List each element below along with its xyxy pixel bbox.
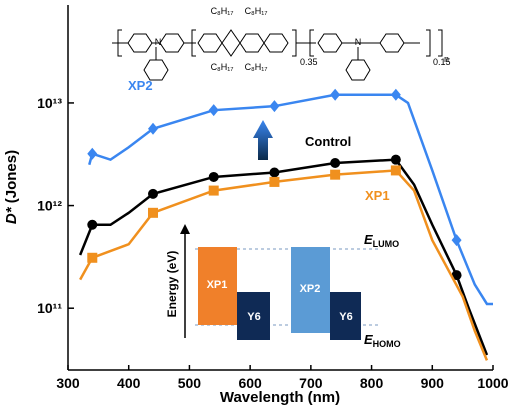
marker [390,88,401,101]
box-label: XP1 [207,279,228,291]
y-tick-label: 10¹² [37,198,62,214]
series-line [79,169,489,361]
side-chain: C₈H₁₇ [211,6,234,16]
lumo-sub: LUMO [373,239,400,249]
marker [208,171,219,182]
marker [148,188,158,199]
x-tick-label: 500 [178,375,202,391]
homo-sub: HOMO [373,339,401,349]
marker [148,207,158,218]
series-line [78,158,489,356]
marker [390,154,401,165]
box-label: Y6 [339,311,352,323]
x-tick-label: 600 [238,375,262,391]
fraction: 0.35 [300,57,318,67]
homo-e: E [364,332,373,347]
marker [208,185,219,196]
homo-label: EHOMO [364,332,401,349]
marker [451,234,462,247]
marker [330,157,341,168]
x-tick-label: 800 [360,375,384,391]
inset-axis-label: Energy (eV) [165,251,179,318]
x-tick-label: 1000 [477,375,508,391]
side-chain: C₈H₁₇ [211,62,234,72]
marker [269,176,280,187]
x-tick-label: 900 [421,375,445,391]
energy-inset [180,224,378,340]
x-tick-label: 700 [299,375,323,391]
x-tick-label: 400 [117,375,141,391]
box-label: XP2 [300,283,321,295]
repeat-unit: n [444,54,449,64]
marker [87,219,98,230]
lumo-e: E [364,232,373,247]
marker [87,147,98,160]
y-axis-symbol: D* [3,206,20,224]
fraction: 0.15 [433,57,451,67]
series-label: Control [305,134,351,149]
marker [330,88,341,101]
marker [330,169,341,180]
marker [269,167,280,178]
n-atom: N [155,37,162,47]
marker [87,252,98,263]
y-axis-title: D* (Jones) [3,150,20,224]
lumo-label: ELUMO [364,232,399,249]
improvement-arrow [253,120,273,160]
series-label: XP1 [365,188,390,203]
axes [67,5,494,371]
y-tick-label: 10¹¹ [37,300,62,316]
series-label: XP2 [128,78,153,93]
marker [390,165,401,176]
box-label: Y6 [247,311,260,323]
marker [269,100,280,113]
x-axis-title: Wavelength (nm) [220,389,340,406]
marker [208,104,219,117]
marker [148,122,158,135]
side-chain: C₈H₁₇ [245,6,268,16]
x-tick-label: 300 [56,375,80,391]
y-axis-unit: (Jones) [3,150,20,203]
y-tick-label: 10¹³ [37,95,62,111]
chemical-structure [112,29,443,81]
side-chain: C₈H₁₇ [245,62,268,72]
n-atom: N [355,37,362,47]
plot-area [78,88,493,361]
marker [451,270,462,281]
